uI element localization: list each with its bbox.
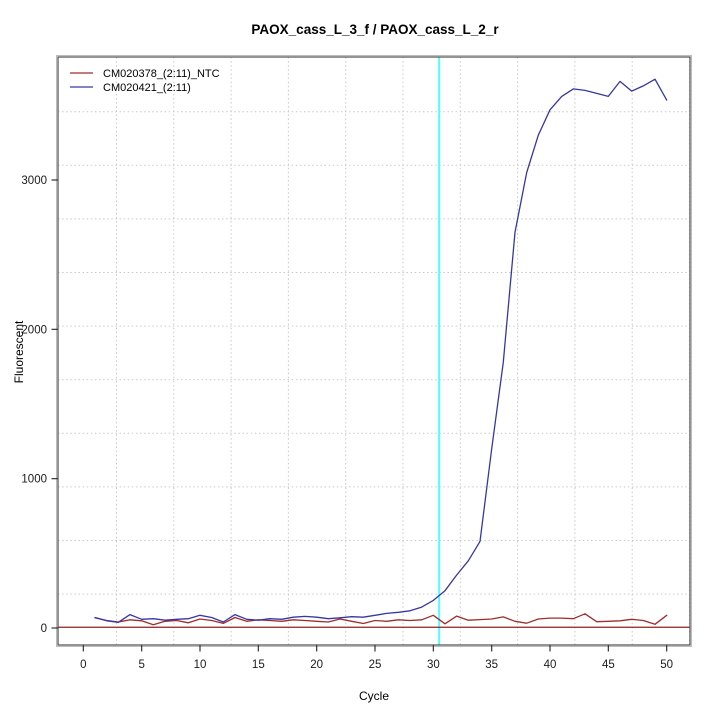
- x-axis-title: Cycle: [359, 689, 389, 703]
- axis-layer: 0 5 10 15 20 25 30 35 40 45 50 0 1000 2000 3000: [21, 175, 673, 671]
- y-tick-label: 0: [41, 623, 47, 635]
- x-tick-label: 30: [427, 659, 440, 671]
- x-tick-label: 40: [544, 659, 557, 671]
- x-tick-label: 15: [252, 659, 265, 671]
- chart-title: PAOX_cass_L_3_f / PAOX_cass_L_2_r: [251, 22, 499, 37]
- series-layer: [94, 78, 668, 626]
- x-tick-label: 25: [369, 659, 382, 671]
- x-tick-label: 35: [485, 659, 498, 671]
- marker-layer: [58, 57, 690, 645]
- x-tick-label: 45: [602, 659, 615, 671]
- legend-label-sample: CM020421_(2:11): [103, 82, 191, 94]
- y-tick-label: 3000: [21, 175, 47, 187]
- legend-label-ntc: CM020378_(2:11)_NTC: [103, 68, 220, 80]
- series-line-ntc: [94, 613, 668, 626]
- plot-frame-border: [57, 56, 691, 646]
- legend: CM020378_(2:11)_NTC CM020421_(2:11): [70, 68, 220, 94]
- x-tick-label: 20: [310, 659, 323, 671]
- series-line-sample: [94, 78, 668, 623]
- y-tick-label: 2000: [21, 324, 47, 336]
- x-tick-label: 10: [194, 659, 207, 671]
- plot-frame-shadow: [56, 55, 692, 647]
- x-tick-label: 50: [660, 659, 673, 671]
- y-tick-label: 1000: [21, 474, 47, 486]
- grid-layer: [58, 57, 690, 645]
- x-tick-label: 5: [138, 659, 144, 671]
- x-tick-label: 0: [80, 659, 86, 671]
- y-axis-title: Fluorescent: [12, 320, 26, 383]
- plot-frame: [56, 55, 692, 647]
